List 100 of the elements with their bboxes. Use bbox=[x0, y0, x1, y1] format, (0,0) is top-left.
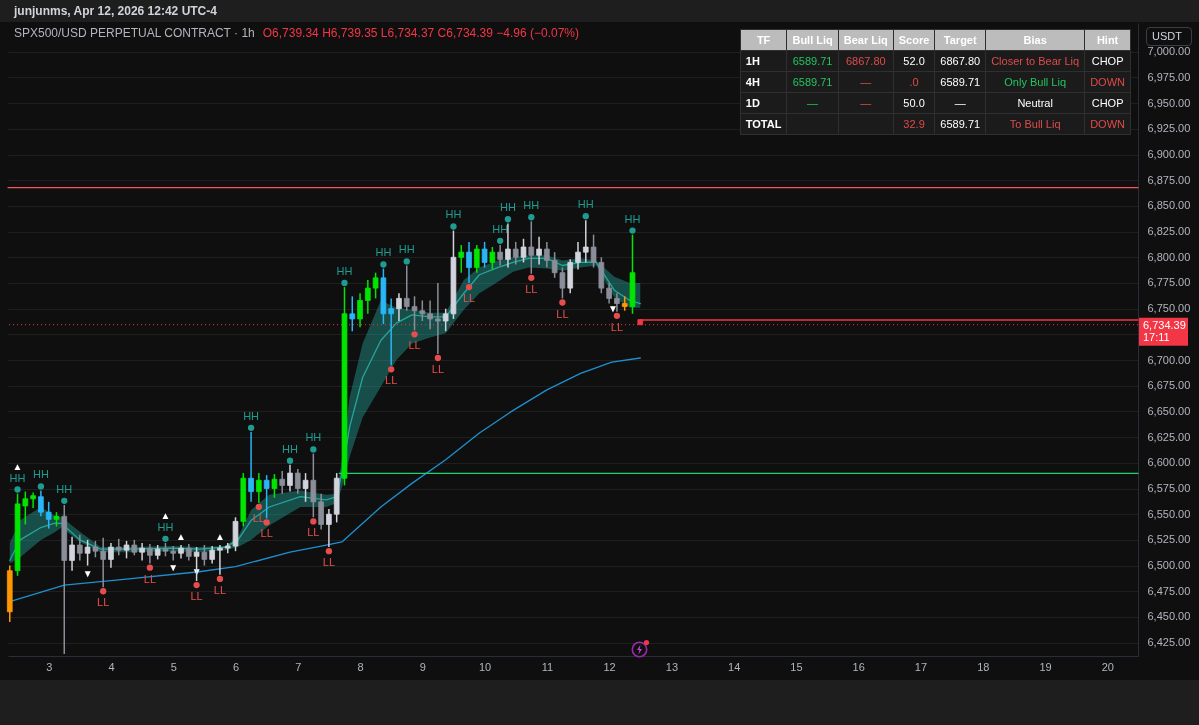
y-tick-label: 6,475.00 bbox=[1147, 584, 1191, 597]
point bbox=[286, 457, 294, 464]
text: junjunms, Apr 12, 2026 12:42 UTC-4 bbox=[14, 4, 217, 18]
data-label: HH bbox=[398, 243, 415, 256]
candlestick bbox=[575, 241, 581, 271]
candlestick bbox=[271, 473, 278, 499]
point bbox=[629, 227, 636, 234]
point bbox=[496, 237, 504, 245]
y-tick-label: 6,925.00 bbox=[1147, 122, 1191, 135]
text: 6589.71 bbox=[792, 55, 833, 67]
text: 6867.80 bbox=[940, 55, 981, 67]
data-label: LL bbox=[462, 292, 476, 305]
annotation: ▲ bbox=[160, 509, 171, 521]
y-tick-label: 6,650.00 bbox=[1147, 404, 1191, 417]
x-tick-label: 4 bbox=[108, 660, 115, 673]
candlestick bbox=[388, 297, 394, 366]
point bbox=[247, 424, 255, 432]
candlestick bbox=[528, 220, 535, 275]
chart-title: SPX500/USD PERPETUAL CONTRACT · 1h bbox=[14, 26, 255, 40]
data-label: LL bbox=[431, 363, 445, 375]
point bbox=[263, 519, 270, 526]
point bbox=[14, 486, 21, 493]
point bbox=[388, 366, 395, 373]
y-tick-label: 6,550.00 bbox=[1147, 507, 1191, 520]
point bbox=[504, 216, 512, 223]
point bbox=[559, 299, 566, 306]
category-label: Score bbox=[893, 29, 935, 51]
point bbox=[310, 446, 317, 453]
text: — bbox=[807, 97, 819, 109]
candlestick bbox=[396, 292, 402, 322]
candlestick bbox=[248, 431, 254, 503]
data-label: HH bbox=[243, 409, 260, 422]
point bbox=[528, 274, 535, 281]
point bbox=[450, 223, 457, 230]
data-label: LL bbox=[190, 590, 203, 603]
data-label: HH bbox=[523, 199, 540, 212]
candlestick bbox=[606, 282, 612, 305]
data-label: LL bbox=[556, 307, 569, 320]
category-label: Target bbox=[934, 29, 986, 51]
annotation: ▲ bbox=[176, 531, 186, 543]
candlestick bbox=[318, 492, 324, 531]
candlestick bbox=[147, 543, 153, 565]
text: 6867.80 bbox=[845, 55, 886, 67]
y-tick-label: 7,000.00 bbox=[1147, 45, 1191, 58]
point bbox=[528, 214, 535, 221]
y-tick-label: 6,875.00 bbox=[1147, 173, 1191, 186]
candlestick bbox=[263, 474, 270, 520]
point bbox=[403, 258, 410, 265]
y-tick-label: 6,425.00 bbox=[1147, 636, 1191, 649]
x-tick-label: 17 bbox=[914, 660, 928, 673]
point bbox=[434, 354, 442, 362]
candlestick bbox=[372, 271, 379, 300]
candlestick bbox=[435, 282, 441, 355]
point bbox=[380, 261, 387, 268]
text: To Bull Liq bbox=[1009, 118, 1061, 130]
y-tick-label: 6,800.00 bbox=[1147, 250, 1191, 263]
point bbox=[582, 213, 589, 220]
x-tick-label: 20 bbox=[1101, 660, 1114, 673]
x-tick-label: 15 bbox=[790, 660, 803, 673]
candlestick bbox=[310, 452, 317, 519]
y-tick-label: 6,975.00 bbox=[1147, 70, 1191, 83]
y-tick-label: 6,500.00 bbox=[1147, 559, 1191, 572]
data-label: HH bbox=[577, 198, 594, 211]
annotation: ▼ bbox=[82, 567, 93, 579]
candlestick bbox=[614, 292, 620, 313]
text: 6589.71 bbox=[940, 76, 981, 88]
candlestick bbox=[217, 544, 223, 576]
point bbox=[100, 588, 107, 595]
data-label: LL bbox=[307, 526, 320, 539]
data-label: LL bbox=[408, 339, 421, 352]
x-tick-label: 5 bbox=[170, 660, 177, 673]
data-label: HH bbox=[499, 201, 516, 214]
text: 6589.71 bbox=[792, 76, 833, 88]
data-label: LL bbox=[213, 583, 227, 596]
point bbox=[325, 548, 333, 555]
point bbox=[162, 535, 169, 543]
candlestick bbox=[512, 241, 519, 266]
candlestick bbox=[294, 468, 301, 495]
text: DOWN bbox=[1090, 118, 1125, 130]
point bbox=[255, 503, 263, 511]
candlestick bbox=[489, 246, 496, 271]
data-label: LL bbox=[610, 320, 624, 333]
y-tick-label: 6,525.00 bbox=[1147, 533, 1191, 546]
y-tick-label: 6,850.00 bbox=[1147, 199, 1191, 212]
text: Neutral bbox=[1017, 97, 1053, 109]
x-tick-label: 3 bbox=[46, 660, 53, 673]
y-tick-label: 6,775.00 bbox=[1147, 276, 1191, 289]
y-tick-label: 6,750.00 bbox=[1147, 302, 1191, 315]
y-axis-title: USDT bbox=[1146, 27, 1192, 46]
point bbox=[613, 312, 621, 320]
category-label: Hint bbox=[1084, 29, 1131, 51]
candlestick bbox=[520, 238, 527, 264]
y-tick-label: 6,950.00 bbox=[1147, 96, 1191, 109]
candlestick bbox=[582, 219, 589, 264]
data-label: HH bbox=[336, 264, 353, 277]
category-label: 4H bbox=[745, 76, 760, 88]
text: Only Bull Liq bbox=[1004, 76, 1067, 88]
data-label: LL bbox=[322, 556, 336, 569]
data-label: LL bbox=[252, 512, 265, 524]
candlestick bbox=[256, 472, 262, 504]
